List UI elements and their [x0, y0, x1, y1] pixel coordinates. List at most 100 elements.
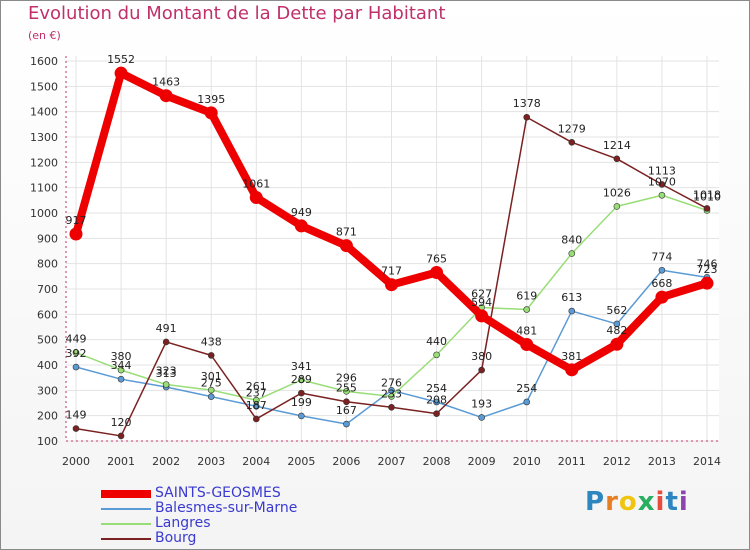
- y-tick-label: 400: [37, 359, 58, 372]
- data-point: [117, 432, 125, 440]
- data-label: 237: [246, 386, 267, 399]
- data-point: [343, 420, 350, 428]
- data-point: [207, 393, 215, 400]
- data-point: [568, 250, 576, 257]
- x-tick-label: 2005: [287, 455, 315, 468]
- data-label: 481: [516, 324, 537, 337]
- data-point: [613, 155, 621, 163]
- data-label: 627: [471, 287, 492, 300]
- legend-swatch: [101, 490, 151, 498]
- data-point: [298, 376, 305, 384]
- data-point: [117, 375, 125, 383]
- data-label: 276: [381, 376, 402, 389]
- data-point: [204, 106, 218, 120]
- data-point: [568, 307, 576, 315]
- data-point: [433, 398, 440, 406]
- data-point: [658, 266, 666, 274]
- plot-area: [66, 56, 719, 441]
- legend-label: Bourg: [155, 530, 197, 546]
- y-tick-label: 1200: [30, 156, 58, 169]
- data-point: [159, 89, 173, 103]
- data-label: 120: [111, 416, 132, 429]
- data-point: [294, 219, 308, 233]
- x-tick-label: 2013: [648, 455, 676, 468]
- y-tick-label: 900: [37, 232, 58, 245]
- data-point: [700, 276, 714, 290]
- y-tick-label: 1500: [30, 80, 58, 93]
- data-label: 840: [561, 234, 582, 247]
- y-tick-label: 600: [37, 308, 58, 321]
- data-point: [520, 337, 534, 351]
- data-label: 482: [606, 324, 627, 337]
- x-tick-label: 2003: [197, 455, 225, 468]
- x-tick-label: 2000: [62, 455, 90, 468]
- data-point: [249, 191, 263, 205]
- data-point: [565, 363, 579, 377]
- data-label: 323: [156, 365, 177, 378]
- legend-label: SAINTS-GEOSMES: [155, 485, 281, 501]
- data-label: 949: [291, 206, 312, 219]
- x-tick-label: 2014: [693, 455, 721, 468]
- y-tick-label: 1300: [30, 131, 58, 144]
- data-label: 1214: [603, 139, 631, 152]
- data-label: 301: [201, 370, 222, 383]
- data-point: [72, 349, 80, 356]
- data-label: 717: [381, 265, 402, 278]
- y-tick-label: 200: [37, 410, 58, 423]
- data-point: [430, 266, 444, 280]
- data-label: 1010: [693, 190, 721, 203]
- data-label: 449: [66, 333, 87, 346]
- x-tick-label: 2011: [558, 455, 586, 468]
- data-label: 199: [291, 396, 312, 409]
- data-label: 619: [516, 290, 537, 303]
- y-tick-label: 100: [37, 435, 58, 448]
- logo-letter: o: [618, 487, 638, 517]
- data-label: 261: [246, 380, 267, 393]
- data-point: [388, 404, 395, 411]
- data-point: [433, 410, 440, 417]
- data-point: [610, 337, 624, 351]
- data-point: [523, 398, 531, 406]
- data-label: 344: [111, 359, 132, 372]
- x-tick-label: 2006: [332, 455, 360, 468]
- data-point: [613, 203, 621, 210]
- data-point: [343, 398, 350, 406]
- data-point: [207, 386, 215, 394]
- data-point: [114, 66, 128, 80]
- y-tick-label: 1100: [30, 182, 58, 195]
- data-point: [658, 191, 666, 199]
- y-tick-label: 1600: [30, 55, 58, 68]
- logo-letter: x: [637, 487, 656, 517]
- data-label: 746: [697, 257, 718, 270]
- data-label: 149: [66, 409, 87, 422]
- data-label: 562: [606, 304, 627, 317]
- data-point: [252, 396, 260, 404]
- data-point: [523, 113, 531, 121]
- legend-label: Balesmes-sur-Marne: [155, 500, 298, 516]
- data-point: [72, 363, 80, 371]
- data-label: 613: [561, 291, 582, 304]
- x-tick-label: 2007: [378, 455, 406, 468]
- x-tick-label: 2009: [468, 455, 496, 468]
- data-label: 167: [336, 404, 357, 417]
- chart-title: Evolution du Montant de la Dette par Hab…: [28, 3, 446, 24]
- data-point: [388, 393, 395, 400]
- legend-swatch: [101, 523, 151, 525]
- legend-label: Langres: [155, 515, 211, 531]
- data-label: 1026: [603, 186, 631, 199]
- data-label: 296: [336, 371, 357, 384]
- data-label: 1395: [197, 93, 225, 106]
- data-label: 1279: [558, 122, 586, 135]
- data-label: 341: [291, 360, 312, 373]
- data-point: [568, 139, 576, 146]
- x-tick-label: 2010: [513, 455, 541, 468]
- data-label: 255: [336, 382, 357, 395]
- data-label: 668: [651, 277, 672, 290]
- data-label: 1018: [693, 188, 721, 201]
- data-label: 380: [471, 350, 492, 363]
- data-label: 491: [156, 322, 177, 335]
- data-label: 765: [426, 253, 447, 266]
- data-point: [475, 309, 489, 323]
